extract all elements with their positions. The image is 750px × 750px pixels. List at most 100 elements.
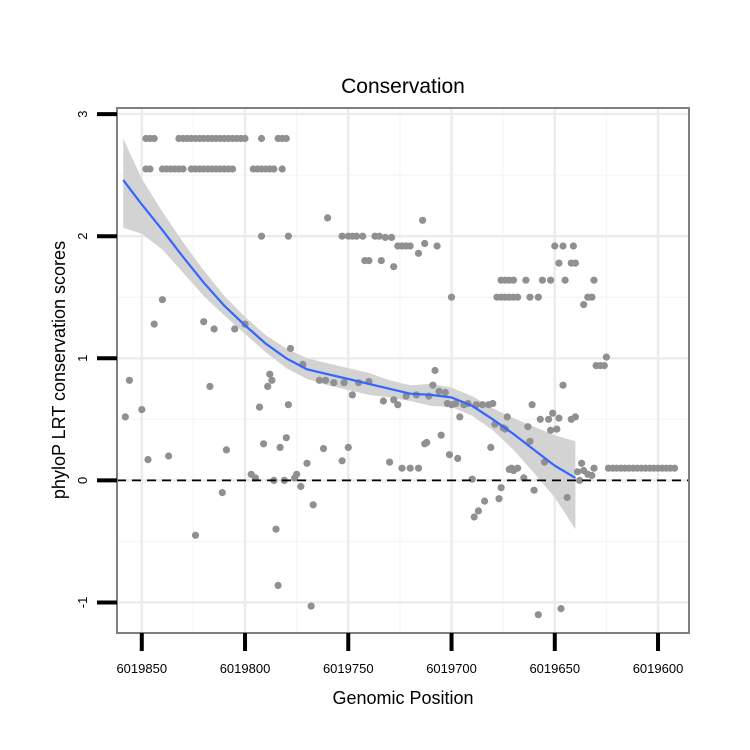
data-point	[580, 301, 588, 309]
data-point	[146, 165, 154, 173]
data-point	[468, 475, 476, 483]
data-point	[524, 423, 532, 431]
data-point	[338, 232, 346, 240]
data-point	[538, 276, 547, 284]
data-point	[526, 437, 534, 445]
data-point	[514, 464, 522, 472]
data-point	[282, 134, 290, 143]
data-point	[528, 401, 536, 409]
data-point	[255, 403, 264, 411]
data-point	[381, 233, 389, 241]
data-point	[590, 276, 598, 284]
data-point	[144, 456, 152, 464]
data-point	[549, 409, 557, 417]
data-point	[309, 501, 317, 509]
data-point	[602, 353, 611, 361]
data-point	[386, 458, 394, 466]
data-point	[435, 387, 443, 395]
data-point	[406, 464, 414, 472]
data-point	[547, 276, 555, 284]
data-point	[257, 134, 266, 143]
data-point	[231, 325, 239, 333]
data-point	[338, 457, 346, 465]
data-point	[402, 392, 410, 400]
x-tick-label: 6019650	[529, 661, 580, 676]
data-point	[590, 464, 598, 472]
x-tick-label: 6019750	[323, 661, 374, 676]
data-point	[284, 401, 292, 409]
data-point	[330, 379, 338, 387]
data-point	[555, 259, 563, 267]
data-point	[257, 232, 266, 240]
data-point	[571, 413, 580, 421]
data-point	[125, 376, 133, 384]
data-point	[272, 525, 280, 533]
data-point	[414, 249, 423, 257]
data-point	[478, 401, 487, 409]
x-tick-label: 6019850	[116, 661, 167, 676]
data-point	[497, 484, 505, 492]
plot-panel	[116, 107, 690, 634]
y-tick-label: -1	[75, 597, 90, 609]
data-point	[315, 376, 323, 384]
data-point	[375, 232, 383, 240]
data-point	[534, 293, 542, 301]
data-point	[559, 381, 567, 389]
data-point	[390, 263, 398, 271]
data-point	[555, 414, 563, 422]
x-axis: 6019850 6019800 6019750 6019700 6019650 60196…	[116, 633, 683, 676]
data-point	[274, 581, 282, 590]
data-point	[121, 413, 129, 421]
y-tick-label: 1	[75, 355, 90, 362]
data-point	[474, 507, 482, 515]
data-point	[293, 470, 301, 478]
x-tick-label: 6019700	[426, 661, 477, 676]
data-point	[307, 602, 315, 610]
data-point	[284, 232, 292, 240]
data-point	[530, 486, 538, 494]
data-point	[191, 531, 200, 539]
data-point	[563, 493, 571, 502]
data-point	[406, 242, 414, 250]
chart-title: Conservation	[341, 75, 465, 98]
data-point	[576, 476, 584, 484]
data-point	[456, 413, 464, 421]
data-point	[437, 431, 445, 439]
data-point	[670, 464, 679, 472]
data-point	[419, 216, 427, 224]
data-point	[553, 425, 561, 433]
x-tick-label: 6019800	[220, 661, 271, 676]
data-point	[200, 318, 208, 326]
data-point	[547, 426, 555, 434]
data-point	[150, 320, 158, 328]
data-point	[150, 134, 158, 143]
data-point	[276, 443, 284, 451]
data-point	[441, 388, 449, 397]
data-point	[487, 443, 495, 451]
data-point	[319, 445, 328, 453]
data-point	[423, 438, 431, 447]
data-point	[266, 370, 274, 378]
data-point	[286, 344, 295, 353]
data-point	[509, 276, 518, 284]
data-point	[297, 482, 305, 491]
data-point	[303, 459, 311, 467]
data-point	[394, 401, 402, 409]
data-point	[388, 233, 396, 241]
data-point	[588, 471, 596, 480]
data-point	[429, 381, 437, 389]
data-points	[121, 134, 679, 619]
data-point	[551, 242, 559, 250]
grid-major	[117, 108, 689, 633]
data-point	[322, 376, 330, 384]
data-point	[559, 242, 567, 250]
data-point	[421, 239, 429, 248]
data-point	[569, 242, 578, 250]
data-point	[534, 611, 542, 619]
panel-background	[117, 108, 689, 633]
data-point	[340, 379, 348, 387]
y-axis: -1 0 1 2 3	[75, 110, 117, 608]
panel-border	[116, 107, 690, 634]
data-point	[600, 362, 608, 370]
